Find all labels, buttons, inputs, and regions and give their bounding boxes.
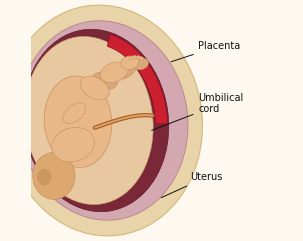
Ellipse shape: [63, 103, 86, 124]
Ellipse shape: [44, 76, 112, 167]
Ellipse shape: [133, 58, 148, 70]
Text: Uterus: Uterus: [161, 172, 222, 198]
Ellipse shape: [92, 72, 118, 90]
Ellipse shape: [25, 36, 153, 205]
Ellipse shape: [80, 76, 109, 100]
Text: Umbilical
cord: Umbilical cord: [152, 93, 244, 130]
Ellipse shape: [52, 127, 95, 162]
Ellipse shape: [136, 56, 140, 59]
Ellipse shape: [59, 130, 77, 145]
Ellipse shape: [4, 5, 202, 236]
Ellipse shape: [33, 152, 75, 200]
Ellipse shape: [121, 56, 139, 69]
Text: Placenta: Placenta: [171, 41, 241, 62]
Polygon shape: [107, 34, 168, 124]
Ellipse shape: [114, 61, 136, 79]
Ellipse shape: [18, 21, 188, 220]
Ellipse shape: [37, 169, 52, 186]
Ellipse shape: [139, 57, 143, 60]
Ellipse shape: [132, 55, 137, 59]
Ellipse shape: [23, 29, 169, 212]
Ellipse shape: [100, 62, 128, 83]
Ellipse shape: [129, 56, 133, 60]
